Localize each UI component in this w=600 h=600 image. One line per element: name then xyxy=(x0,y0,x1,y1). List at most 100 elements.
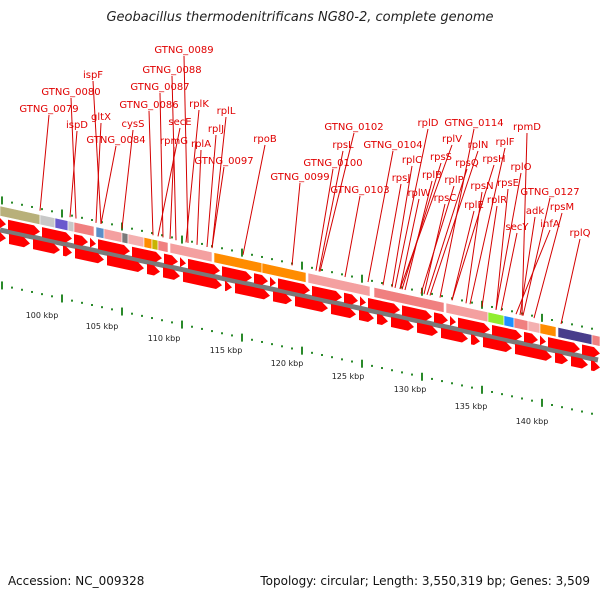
gene-arrow xyxy=(74,234,88,246)
leader-line xyxy=(423,203,446,295)
feature-segment xyxy=(121,232,129,245)
gene-arrow xyxy=(295,296,328,313)
leader-line xyxy=(70,97,77,219)
gene-label: rpmG xyxy=(160,136,188,147)
leader-line xyxy=(39,114,50,211)
feature-segment xyxy=(95,226,105,239)
leader-line xyxy=(429,150,479,296)
leader-line xyxy=(291,182,301,266)
feature-segment xyxy=(0,205,41,226)
gene-arrow xyxy=(8,219,40,236)
gene-label: rplP xyxy=(444,175,463,186)
gene-label: rpsL xyxy=(332,140,354,151)
genome-title: Geobacillus thermodenitrificans NG80-2, … xyxy=(106,10,494,25)
feature-segment xyxy=(127,233,145,248)
leader-line xyxy=(399,144,453,290)
gene-label: rpsE xyxy=(497,178,519,189)
leader-line xyxy=(183,55,189,243)
gene-arrow xyxy=(132,246,162,262)
leader-line xyxy=(522,197,551,316)
gene-label: rplJ xyxy=(208,124,224,135)
gene-arrow xyxy=(75,248,104,264)
gene-label: rplC xyxy=(402,155,422,166)
kbp-label: 140 kbp xyxy=(516,417,549,426)
feature-segment xyxy=(591,334,600,347)
gene-arrow xyxy=(548,337,580,353)
gene-arrow xyxy=(222,266,252,282)
leader-line xyxy=(206,134,217,248)
kbp-label: 130 kbp xyxy=(394,385,427,394)
gene-arrow xyxy=(273,291,292,305)
leader-line xyxy=(560,238,581,325)
leader-line xyxy=(391,165,413,288)
leader-line xyxy=(344,195,361,278)
gene-label: GTNG_0080 xyxy=(41,87,100,98)
gene-label: rpmD xyxy=(513,122,541,133)
tick-track-bottom xyxy=(1,281,593,415)
gene-labels: GTNG_0089 GTNG_0088 ispF GTNG_0087 GTNG_0080… xyxy=(19,45,590,239)
feature-segment xyxy=(513,317,529,332)
gene-arrows-row2 xyxy=(0,232,600,372)
gene-arrow xyxy=(98,239,130,255)
gene-label: rpsH xyxy=(482,154,505,165)
leader-line xyxy=(100,145,117,225)
gene-arrow xyxy=(225,280,232,292)
gene-label: adk xyxy=(526,206,544,217)
gene-arrow xyxy=(0,232,6,242)
leader-line xyxy=(121,129,134,229)
leader-line xyxy=(315,168,334,271)
gene-arrow xyxy=(147,263,160,276)
gene-arrow xyxy=(483,337,512,353)
leader-line xyxy=(521,132,528,316)
kbp-label: 110 kbp xyxy=(148,334,181,343)
feature-segment xyxy=(151,238,159,251)
kbp-label: 135 kbp xyxy=(455,402,488,411)
gene-arrow xyxy=(344,292,358,305)
gene-arrow xyxy=(33,239,60,254)
gene-arrow xyxy=(571,356,588,369)
gene-label: cysS xyxy=(122,119,145,130)
leader-line xyxy=(515,229,551,315)
gene-label: rpsQ xyxy=(455,158,479,169)
leader-line xyxy=(495,188,509,310)
gene-label: ispF xyxy=(83,70,103,81)
gene-label: GTNG_0088 xyxy=(142,65,201,76)
accession-text: Accession: NC_009328 xyxy=(8,574,145,588)
feature-segment xyxy=(143,236,153,250)
gene-label: rplD xyxy=(418,118,439,129)
feature-segment xyxy=(261,262,307,283)
gene-arrow xyxy=(450,315,456,326)
gene-label: GTNG_0079 xyxy=(19,104,78,115)
feature-segment xyxy=(373,286,445,313)
gene-label: GTNG_0086 xyxy=(119,100,178,111)
leader-line xyxy=(404,180,433,291)
feature-segment xyxy=(73,221,95,237)
gene-arrow xyxy=(270,276,276,287)
feature-segment xyxy=(487,311,505,326)
leader-line xyxy=(69,130,78,218)
gene-label: GTNG_0087 xyxy=(130,82,189,93)
gene-arrow xyxy=(391,317,414,331)
leader-line xyxy=(500,232,518,312)
gene-label: rpoB xyxy=(253,134,277,145)
gene-label: GTNG_0114 xyxy=(444,118,503,129)
kbp-label: 120 kbp xyxy=(271,359,304,368)
gene-label: rplE xyxy=(464,200,484,211)
gene-label: GTNG_0127 xyxy=(520,187,579,198)
feature-segment xyxy=(503,315,515,329)
gene-label: rplV xyxy=(442,134,462,145)
gene-arrow xyxy=(254,273,268,285)
feature-segment xyxy=(67,220,75,233)
leader-line xyxy=(399,198,420,290)
gene-label: rplW xyxy=(407,188,430,199)
gene-label: GTNG_0102 xyxy=(324,122,383,133)
gene-label: GTNG_0099 xyxy=(270,172,329,183)
gene-arrow xyxy=(524,331,538,344)
feature-segment xyxy=(157,239,169,253)
genome-stats-text: Topology: circular; Length: 3,550,319 bp… xyxy=(260,574,590,588)
gene-label: rplA xyxy=(191,139,211,150)
gene-label: secE xyxy=(168,117,191,128)
leader-line xyxy=(394,128,429,288)
gene-label: rpsN xyxy=(470,181,493,192)
